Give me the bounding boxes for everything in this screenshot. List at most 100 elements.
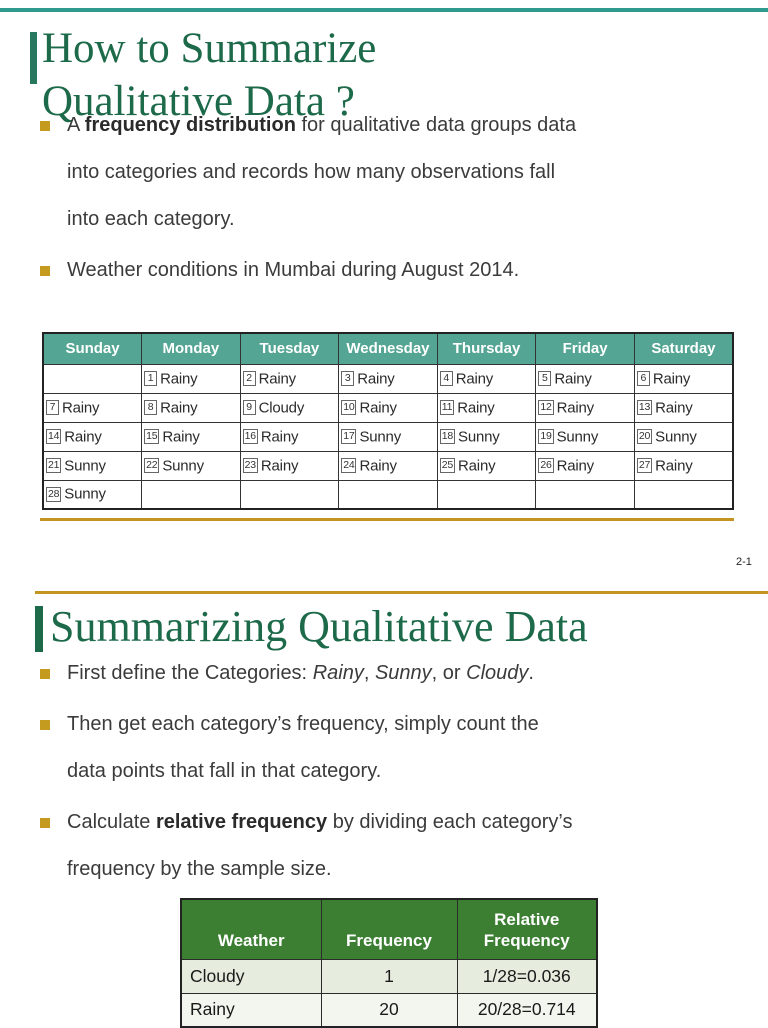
- weather-label: Cloudy: [258, 399, 305, 417]
- weather-label: Rainy: [455, 370, 494, 388]
- weather-label: Sunny: [556, 428, 599, 446]
- calendar-row: 1 Rainy 2 Rainy 3 Rainy 4 Rainy 5 Rainy 6 Rainy: [42, 363, 734, 394]
- calendar-cell: 24 Rainy: [338, 450, 438, 481]
- calendar-day-header: Thursday: [436, 332, 537, 365]
- weather-label: Rainy: [258, 370, 297, 388]
- day-number: 23: [242, 458, 258, 474]
- weather-label: Rainy: [554, 370, 592, 388]
- calendar-day-header: Wednesday: [338, 332, 438, 365]
- freq-cell: 1: [320, 958, 458, 994]
- bullet-item: Then get each category’s frequency, simp…: [40, 701, 750, 795]
- day-number: 26: [538, 458, 554, 474]
- day-number: 19: [538, 429, 554, 445]
- weather-label: Rainy: [160, 370, 198, 388]
- calendar-day-header: Tuesday: [239, 332, 340, 365]
- weather-label: Sunny: [64, 486, 106, 504]
- freq-body: Cloudy 1 1/28=0.036 Rainy 20 20/28=0.714: [180, 958, 598, 1028]
- calendar-cell: 19 Sunny: [535, 421, 635, 452]
- calendar-cell: [338, 479, 438, 510]
- bullet-item: First define the Categories: Rainy, Sunn…: [40, 650, 750, 697]
- bullet-text: Calculate relative frequency by dividing…: [67, 811, 573, 880]
- calendar-table: Sunday Monday Tuesday Wednesday Thursday Frid…: [42, 332, 734, 510]
- day-number: 1: [144, 371, 158, 387]
- slide2-title-accent-bar: [35, 606, 43, 652]
- day-number: 22: [144, 458, 160, 474]
- weather-label: Sunny: [359, 428, 402, 446]
- calendar-cell: 1 Rainy: [141, 363, 241, 394]
- day-number: 9: [242, 400, 256, 416]
- calendar-cell: 26 Rainy: [535, 450, 635, 481]
- bullet-item: A frequency distribution for qualitative…: [40, 102, 740, 243]
- calendar-body: 1 Rainy 2 Rainy 3 Rainy 4 Rainy 5 Rainy 6 Rainy 7 Rai…: [42, 363, 734, 510]
- frequency-table: Weather Frequency Relative Frequency Cloud…: [180, 898, 598, 1028]
- calendar-cell: 13 Rainy: [633, 392, 734, 423]
- calendar-cell: 2 Rainy: [239, 363, 340, 394]
- freq-cell: 1/28=0.036: [456, 958, 598, 994]
- weather-label: Rainy: [655, 399, 693, 417]
- slide2-title: Summarizing Qualitative Data: [50, 602, 588, 651]
- day-number: 21: [46, 458, 62, 474]
- bullet-square-icon: [40, 720, 50, 730]
- bullet-square-icon: [40, 266, 50, 276]
- freq-header-cell: Weather: [180, 898, 322, 960]
- weather-label: Sunny: [458, 428, 500, 446]
- calendar-row: 28 Sunny: [42, 479, 734, 510]
- weather-label: Rainy: [162, 428, 200, 446]
- day-number: 15: [144, 429, 160, 445]
- freq-cell: Cloudy: [180, 958, 322, 994]
- freq-header-cell: Frequency: [320, 898, 458, 960]
- page-number: 2-1: [736, 556, 752, 568]
- day-number: 18: [439, 429, 456, 445]
- weather-label: Rainy: [458, 457, 496, 475]
- day-number: 8: [144, 400, 158, 416]
- freq-row: Rainy 20 20/28=0.714: [180, 992, 598, 1028]
- bullet-text: Then get each category’s frequency, simp…: [67, 713, 539, 782]
- slide1-bullet-list: A frequency distribution for qualitative…: [40, 102, 740, 294]
- top-accent-rule: [0, 8, 768, 12]
- weather-label: Sunny: [162, 457, 204, 475]
- slide2-top-rule: [35, 591, 768, 594]
- calendar-cell: 20 Sunny: [633, 421, 734, 452]
- calendar-cell: 18 Sunny: [436, 421, 537, 452]
- calendar-header-row: Sunday Monday Tuesday Wednesday Thursday Frid…: [42, 332, 734, 365]
- bullet-item: Calculate relative frequency by dividing…: [40, 799, 750, 893]
- calendar-cell: 28 Sunny: [42, 479, 143, 510]
- day-number: 11: [439, 400, 455, 416]
- weather-label: Rainy: [62, 399, 100, 417]
- calendar-row: 14 Rainy 15 Rainy 16 Rainy 17 Sunny 18 Sunny 19 Sun…: [42, 421, 734, 452]
- day-number: 3: [341, 371, 355, 387]
- weather-label: Rainy: [359, 457, 397, 475]
- calendar-cell: 4 Rainy: [436, 363, 537, 394]
- day-number: 4: [439, 371, 453, 387]
- weather-label: Rainy: [260, 428, 299, 446]
- calendar-cell: 15 Rainy: [141, 421, 241, 452]
- calendar-row: 21 Sunny 22 Sunny 23 Rainy 24 Rainy 25 Rainy 26 Rai…: [42, 450, 734, 481]
- day-number: 14: [46, 429, 62, 445]
- bullet-text: First define the Categories: Rainy, Sunn…: [67, 662, 534, 684]
- calendar-cell: 12 Rainy: [535, 392, 635, 423]
- weather-label: Rainy: [160, 399, 198, 417]
- freq-cell: 20: [320, 992, 458, 1028]
- day-number: 2: [242, 371, 256, 387]
- bullet-square-icon: [40, 669, 50, 679]
- bullet-item: Weather conditions in Mumbai during Augu…: [40, 247, 740, 294]
- slide1-title-accent-bar: [30, 32, 37, 84]
- day-number: 25: [439, 458, 456, 474]
- weather-label: Sunny: [64, 457, 106, 475]
- slide1-bottom-rule: [40, 518, 734, 521]
- weather-label: Rainy: [556, 399, 595, 417]
- calendar-cell: 22 Sunny: [141, 450, 241, 481]
- bullet-text: A frequency distribution for qualitative…: [67, 114, 577, 230]
- calendar-day-header: Monday: [141, 332, 241, 365]
- freq-row: Cloudy 1 1/28=0.036: [180, 958, 598, 994]
- weather-label: Rainy: [260, 457, 299, 475]
- day-number: 28: [46, 487, 62, 503]
- freq-cell: Rainy: [180, 992, 322, 1028]
- calendar-day-header: Friday: [535, 332, 635, 365]
- freq-cell: 20/28=0.714: [456, 992, 598, 1028]
- bullet-square-icon: [40, 121, 50, 131]
- calendar-cell: 16 Rainy: [239, 421, 340, 452]
- bullet-square-icon: [40, 818, 50, 828]
- day-number: 16: [242, 429, 258, 445]
- day-number: 7: [46, 400, 59, 416]
